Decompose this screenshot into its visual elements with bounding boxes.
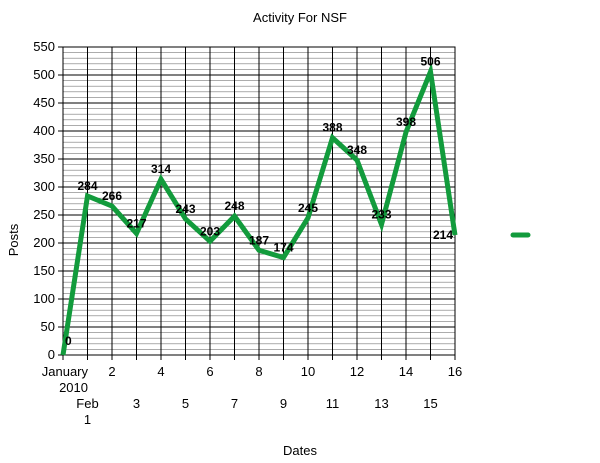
x-tick-label: 11 bbox=[326, 396, 340, 411]
y-tick-label: 100 bbox=[33, 291, 55, 306]
data-label: 314 bbox=[151, 162, 171, 176]
y-tick-label: 500 bbox=[33, 67, 55, 82]
data-label: 266 bbox=[102, 189, 122, 203]
y-tick-label: 300 bbox=[33, 179, 55, 194]
y-axis-label: Posts bbox=[6, 223, 21, 256]
data-label: 248 bbox=[224, 199, 244, 213]
plot-grid bbox=[62, 46, 456, 356]
x-tick-label: Feb 1 bbox=[76, 396, 98, 427]
data-label: 398 bbox=[396, 115, 416, 129]
y-tick-label: 150 bbox=[33, 263, 55, 278]
x-axis-label: Dates bbox=[283, 443, 317, 458]
data-label: 388 bbox=[322, 121, 342, 135]
data-labels: 0 284 266 217 314 243 203 248 187 174 245 388 348 233… bbox=[65, 55, 453, 348]
x-tick-label: 5 bbox=[182, 396, 189, 411]
x-tick-label: 7 bbox=[231, 396, 238, 411]
data-label: 233 bbox=[371, 208, 391, 222]
y-tick-label: 250 bbox=[33, 207, 55, 222]
x-tick-label: 3 bbox=[133, 396, 140, 411]
y-tick-label: 400 bbox=[33, 123, 55, 138]
x-tick-label: 10 bbox=[301, 364, 315, 379]
x-tick-label: 9 bbox=[280, 396, 287, 411]
y-axis-ticks: 0 50 100 150 200 250 300 350 400 450 500 550 bbox=[33, 39, 63, 362]
data-label: 0 bbox=[65, 334, 72, 348]
data-label: 203 bbox=[200, 224, 220, 238]
y-tick-label: 50 bbox=[41, 319, 55, 334]
x-tick-label: 15 bbox=[423, 396, 437, 411]
data-label: 348 bbox=[347, 143, 367, 157]
x-tick-label: 12 bbox=[350, 364, 364, 379]
series-lines bbox=[60, 62, 458, 356]
x-tick-label: 13 bbox=[374, 396, 388, 411]
y-tick-label: 350 bbox=[33, 151, 55, 166]
y-tick-label: 550 bbox=[33, 39, 55, 54]
data-label: 245 bbox=[298, 201, 318, 215]
data-label: 243 bbox=[175, 202, 195, 216]
chart-title: Activity For NSF bbox=[253, 10, 347, 25]
data-label: 214 bbox=[433, 228, 453, 242]
x-tick-label: January 2010 bbox=[42, 364, 89, 395]
x-tick-label: 8 bbox=[255, 364, 262, 379]
data-label: 506 bbox=[420, 55, 440, 69]
x-tick-label: 2 bbox=[108, 364, 115, 379]
x-tick-label: 4 bbox=[157, 364, 164, 379]
y-tick-label: 200 bbox=[33, 235, 55, 250]
x-tick-label: 6 bbox=[206, 364, 213, 379]
y-tick-label: 450 bbox=[33, 95, 55, 110]
y-tick-label: 0 bbox=[48, 347, 55, 362]
data-label: 174 bbox=[273, 241, 293, 255]
x-tick-label: 16 bbox=[448, 364, 462, 379]
data-label: 217 bbox=[126, 216, 146, 230]
data-label: 187 bbox=[249, 233, 269, 247]
x-tick-label: 14 bbox=[399, 364, 413, 379]
data-label: 284 bbox=[77, 179, 97, 193]
